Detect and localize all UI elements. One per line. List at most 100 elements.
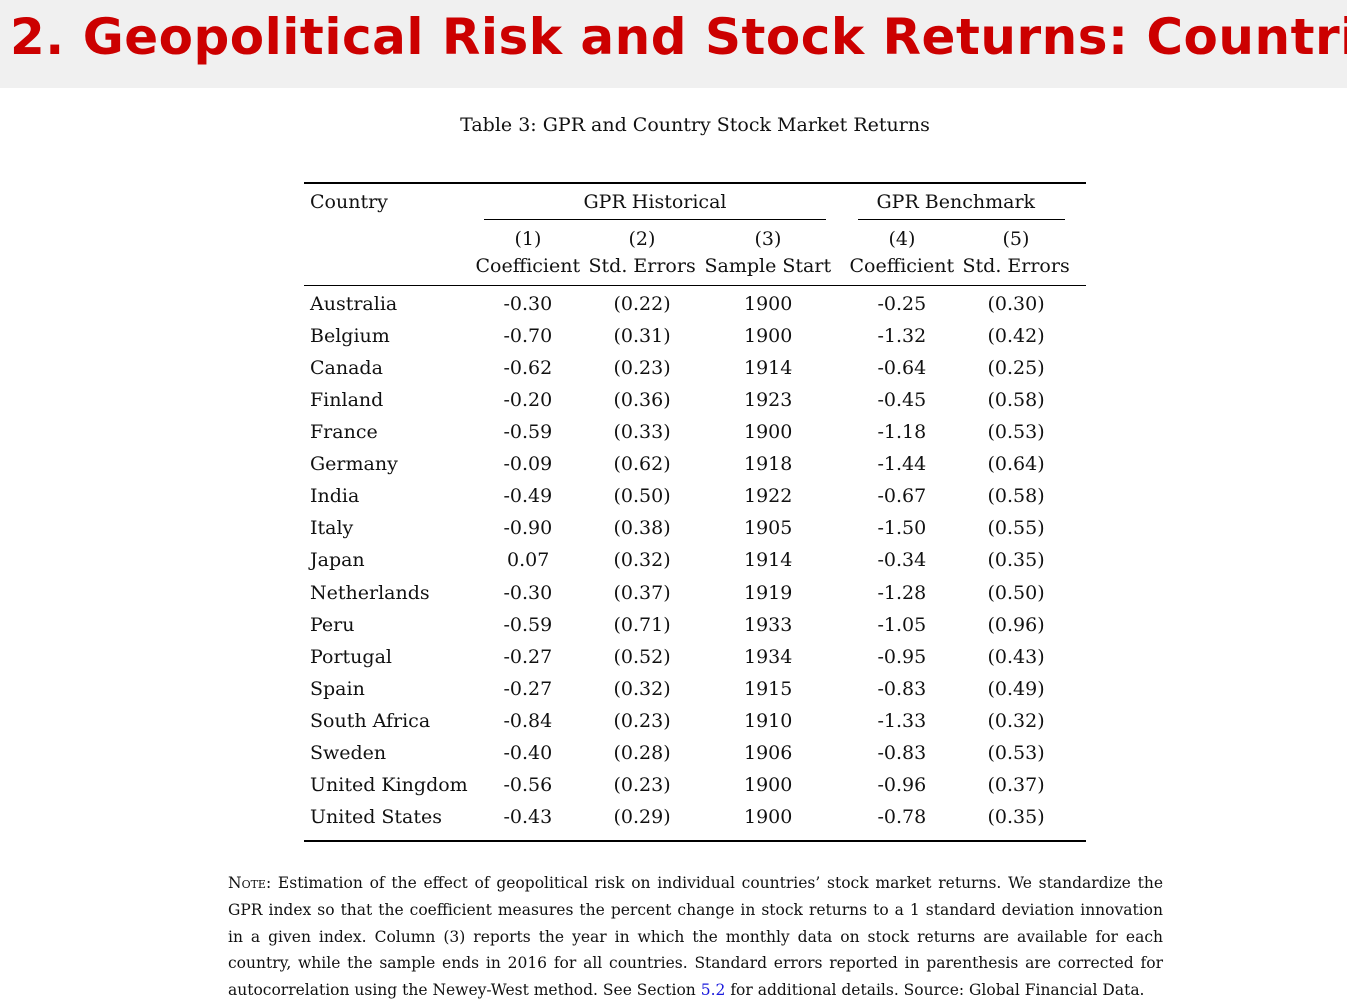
row-label: Japan: [310, 549, 365, 572]
row-label: Finland: [310, 389, 384, 412]
table-cell: -0.43: [503, 805, 553, 828]
table-cell: (0.58): [987, 389, 1045, 412]
column-label: Coefficient: [475, 255, 581, 277]
note-text: Estimation of the effect of geopolitical…: [228, 874, 1163, 1000]
table-cell: -1.33: [877, 709, 927, 732]
table-cell: (0.25): [987, 357, 1045, 380]
rule: [858, 219, 1065, 220]
table-cell: 1900: [744, 293, 793, 315]
table-cell: -0.45: [877, 389, 927, 412]
table-cell: (0.49): [987, 677, 1045, 700]
table-cell: 1923: [744, 389, 793, 412]
table-cell: -0.59: [503, 421, 553, 444]
table-cell: (0.29): [613, 805, 671, 828]
table-cell: (0.50): [987, 581, 1045, 604]
table-cell: -0.56: [503, 773, 553, 796]
table-caption: Table 3: GPR and Country Stock Market Re…: [460, 114, 930, 136]
table-cell: 1915: [744, 677, 793, 700]
row-label: South Africa: [310, 709, 431, 732]
group-header: GPR Benchmark: [876, 191, 1036, 213]
table-cell: (0.55): [987, 517, 1045, 540]
table-cell: 1900: [744, 325, 793, 348]
row-label: Sweden: [310, 741, 387, 764]
table-cell: -0.83: [877, 741, 927, 764]
row-label: United States: [310, 805, 443, 828]
table-cell: (0.22): [613, 293, 671, 315]
table-cell: -0.20: [503, 389, 553, 412]
table-cell: 1933: [744, 613, 793, 636]
row-label: Spain: [310, 677, 365, 700]
table-cell: -0.49: [503, 485, 553, 508]
table-cell: (0.32): [613, 677, 671, 700]
table-cell: 1900: [744, 773, 793, 796]
table-cell: 1914: [744, 357, 793, 380]
row-label: Peru: [310, 613, 355, 636]
table-cell: 1922: [744, 485, 793, 508]
table-cell: -1.28: [877, 581, 927, 604]
table-cell: -0.09: [503, 453, 553, 476]
table-cell: (0.38): [613, 517, 671, 540]
table-cell: (0.37): [987, 773, 1045, 796]
table-cell: (0.28): [613, 741, 671, 764]
table-cell: -0.70: [503, 325, 553, 348]
column-number: (5): [1002, 228, 1030, 250]
table-cell: -0.64: [877, 357, 927, 380]
row-label: France: [310, 421, 378, 444]
rule: [304, 840, 1086, 842]
column-label: Coefficient: [849, 255, 955, 277]
row-label: Italy: [310, 517, 354, 540]
table-cell: -0.27: [503, 645, 553, 668]
table-cell: -1.32: [877, 325, 927, 348]
table-cell: 1914: [744, 549, 793, 572]
column-label: Std. Errors: [588, 255, 696, 277]
table-cell: -0.27: [503, 677, 553, 700]
table-cell: -0.84: [503, 709, 553, 732]
column-number: (1): [514, 228, 542, 250]
table-cell: -1.18: [877, 421, 927, 444]
row-label: Netherlands: [310, 581, 430, 604]
note-label: Note:: [228, 874, 272, 892]
table-cell: (0.23): [613, 773, 671, 796]
table-cell: -0.95: [877, 645, 927, 668]
rule: [304, 182, 1086, 184]
table-cell: -1.05: [877, 613, 927, 636]
slide-title: 2. Geopolitical Risk and Stock Returns: …: [10, 8, 1347, 66]
header-band: [0, 0, 1347, 88]
table-cell: (0.37): [613, 581, 671, 604]
row-label: Canada: [310, 357, 383, 380]
table-cell: 1906: [744, 741, 793, 764]
column-header: Country: [310, 191, 388, 213]
table-cell: -0.78: [877, 805, 927, 828]
column-label: Std. Errors: [962, 255, 1070, 277]
row-label: United Kingdom: [310, 773, 468, 796]
table-cell: 0.07: [507, 549, 550, 572]
table-cell: (0.52): [613, 645, 671, 668]
table-cell: -0.62: [503, 357, 553, 380]
row-label: Portugal: [310, 645, 392, 668]
section-link[interactable]: 5.2: [700, 981, 726, 1000]
table-cell: -0.67: [877, 485, 927, 508]
table-cell: (0.23): [613, 357, 671, 380]
column-label: Sample Start: [704, 255, 832, 277]
column-number: (2): [628, 228, 656, 250]
table-cell: -0.59: [503, 613, 553, 636]
table-cell: 1900: [744, 805, 793, 828]
table-cell: (0.62): [613, 453, 671, 476]
rule: [304, 285, 1086, 286]
table-cell: 1905: [744, 517, 793, 540]
table-cell: (0.32): [987, 709, 1045, 732]
row-label: India: [310, 485, 360, 508]
table-cell: (0.36): [613, 389, 671, 412]
table-cell: 1910: [744, 709, 793, 732]
table-cell: (0.53): [987, 741, 1045, 764]
column-number: (3): [754, 228, 782, 250]
table-cell: -0.30: [503, 581, 553, 604]
note: Note: Estimation of the effect of geopol…: [228, 870, 1163, 1004]
table-cell: -0.96: [877, 773, 927, 796]
table-cell: 1919: [744, 581, 793, 604]
table-cell: -0.30: [503, 293, 553, 315]
row-label: Germany: [310, 453, 398, 476]
table-cell: (0.43): [987, 645, 1045, 668]
row-label: Belgium: [310, 325, 390, 348]
table-cell: (0.32): [613, 549, 671, 572]
